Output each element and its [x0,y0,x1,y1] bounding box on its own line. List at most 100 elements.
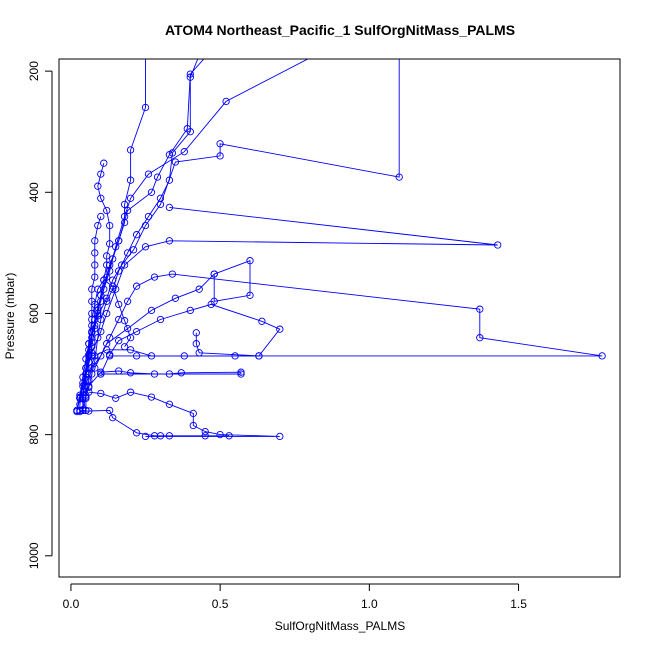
data-point [165,432,174,440]
y-tick-label: 200 [27,61,41,81]
data-point [186,306,194,315]
y-tick-label: 1000 [27,542,41,569]
data-point [147,188,156,196]
series-line [79,409,230,437]
data-point [276,325,284,333]
data-point [189,421,197,430]
axes-layer: 0.0 0.5 1.0 1.5 200 400 600 800 1000 [27,61,527,611]
data-point [73,407,81,416]
x-tick-label: 0.0 [63,597,80,611]
series-12 [91,257,254,372]
data-point [126,194,135,202]
data-point [115,337,123,345]
data-point [82,406,90,415]
series-line [82,163,111,411]
data-point [126,334,135,342]
data-point [231,352,239,360]
data-point [147,393,156,401]
data-point [88,321,96,330]
data-point [156,200,165,209]
data-point [103,294,111,302]
x-axis-label: SulfOrgNitMass_PALMS [275,619,405,633]
data-point [82,364,90,372]
data-point [109,414,117,422]
data-point [94,182,102,190]
data-point [476,305,484,313]
data-point [258,317,266,325]
data-point [192,340,200,348]
data-point [165,400,174,408]
data-point [120,317,129,325]
data-point [88,338,96,347]
data-point [180,352,188,360]
data-point [132,231,141,239]
series-line [100,303,281,375]
data-point [126,146,135,154]
data-point [165,176,174,184]
data-point [97,194,105,202]
x-tick-label: 0.5 [212,597,229,611]
y-tick-label: 600 [27,303,41,323]
x-tick-label: 1.0 [361,597,378,611]
data-point [216,152,224,160]
data-point [141,103,150,112]
data-point [120,343,129,351]
data-point [109,282,117,290]
data-point [141,243,150,251]
data-point [192,329,200,337]
data-point [201,427,209,436]
series-16 [73,212,105,416]
data-point [85,388,93,396]
data-point [165,237,174,245]
data-point [171,158,180,166]
data-point [115,267,123,275]
data-point [165,151,174,159]
data-layer [73,59,606,441]
series-line [82,273,603,411]
data-point [120,212,129,221]
data-point [183,125,191,133]
data-point [112,243,120,251]
x-tick-label: 1.5 [510,597,527,611]
data-point [106,406,114,415]
series-line [85,349,259,387]
data-point [106,240,114,248]
data-point [255,352,263,360]
data-point [97,370,105,378]
data-point [115,367,123,375]
data-point [88,297,96,305]
data-point [123,297,132,305]
data-point [103,346,111,354]
data-point [88,309,96,318]
data-point [97,368,105,376]
series-13 [82,346,263,390]
data-point [100,159,108,167]
data-point [494,241,502,249]
y-axis-label: Pressure (mbar) [3,273,17,360]
data-point [132,352,141,360]
data-point [237,368,245,376]
data-point [189,409,197,418]
series-line [76,216,102,412]
chart-title: ATOM4 Northeast_Pacific_1 SulfOrgNitMass… [165,22,515,38]
data-point [177,369,185,377]
data-point [147,352,156,360]
data-point [132,429,141,437]
data-point [144,170,153,178]
data-point [103,252,111,260]
data-point [82,373,90,381]
data-point [216,140,224,148]
data-point [94,221,102,230]
data-point [106,267,114,275]
series-7 [79,270,606,415]
data-point [91,261,99,269]
data-point [112,394,120,402]
data-point [186,70,194,78]
data-point [246,291,254,299]
data-point [246,257,254,265]
data-point [126,388,135,396]
data-point [195,285,203,293]
data-point [103,261,111,269]
data-point [106,221,114,230]
